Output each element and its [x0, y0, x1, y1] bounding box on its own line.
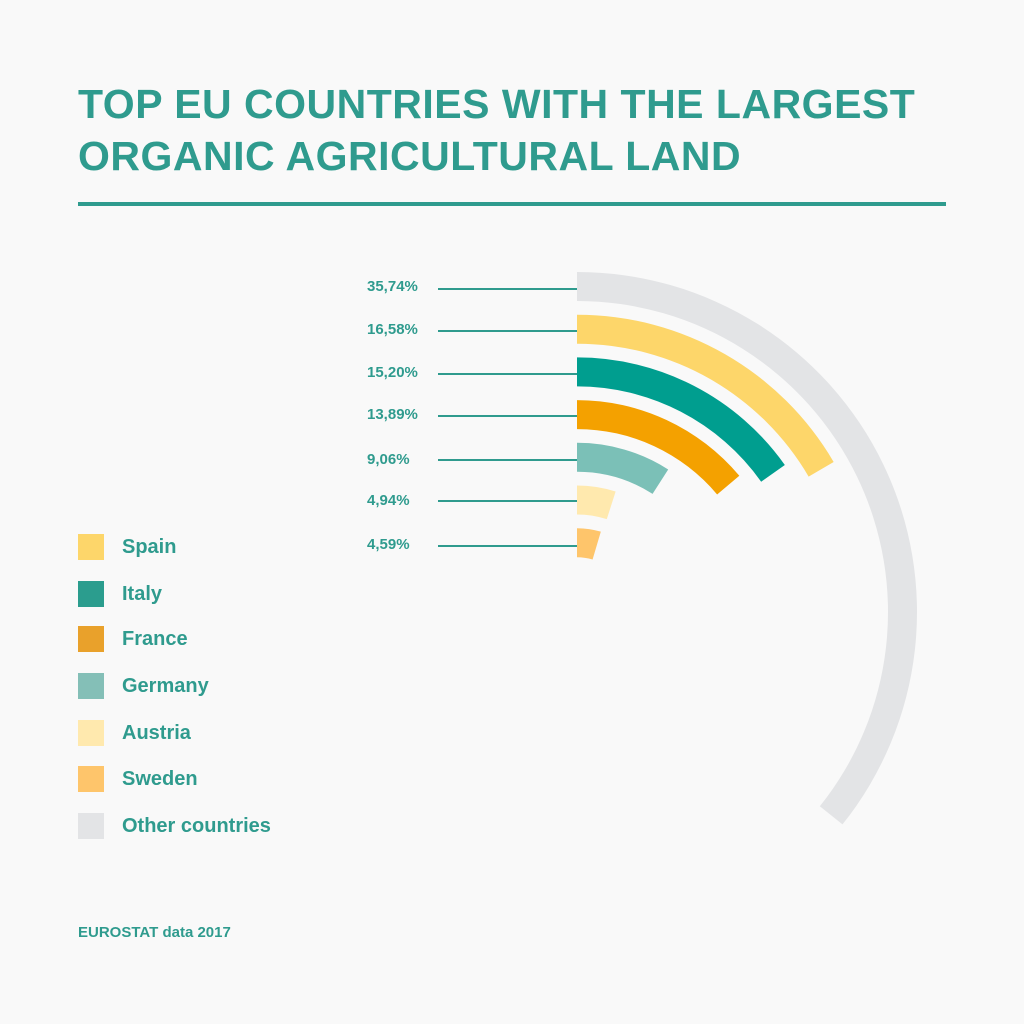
- legend-label: France: [122, 627, 188, 650]
- value-label-spain: 16,58%: [367, 321, 418, 338]
- leader-line-germany: [438, 459, 577, 461]
- title-line-1: TOP EU COUNTRIES WITH THE LARGEST: [78, 81, 916, 127]
- legend-swatch: [78, 766, 104, 792]
- legend-item-germany: Germany: [78, 673, 209, 699]
- legend-swatch: [78, 581, 104, 607]
- data-source-note: EUROSTAT data 2017: [78, 924, 231, 941]
- value-label-sweden: 4,59%: [367, 536, 410, 553]
- leader-line-sweden: [438, 545, 577, 547]
- legend-label: Sweden: [122, 767, 198, 790]
- leader-line-france: [438, 415, 577, 417]
- legend-swatch: [78, 534, 104, 560]
- legend-label: Germany: [122, 674, 209, 697]
- value-label-italy: 15,20%: [367, 364, 418, 381]
- value-label-austria: 4,94%: [367, 492, 410, 509]
- arc-germany: [577, 442, 669, 494]
- legend-item-sweden: Sweden: [78, 766, 198, 792]
- legend-swatch: [78, 720, 104, 746]
- legend-swatch: [78, 673, 104, 699]
- arc-spain: [577, 314, 834, 477]
- legend-item-austria: Austria: [78, 720, 191, 746]
- arc-italy: [577, 357, 785, 482]
- leader-line-austria: [438, 500, 577, 502]
- value-label-france: 13,89%: [367, 406, 418, 423]
- legend-label: Italy: [122, 582, 163, 605]
- value-label-germany: 9,06%: [367, 451, 410, 468]
- title-divider: [78, 202, 946, 206]
- title-line-2: ORGANIC AGRICULTURAL LAND: [78, 133, 742, 179]
- arc-austria: [577, 485, 616, 520]
- legend-swatch: [78, 626, 104, 652]
- value-label-other: 35,74%: [367, 278, 418, 295]
- legend-label: Austria: [122, 721, 191, 744]
- legend-label: Other countries: [122, 814, 271, 837]
- arc-sweden: [577, 528, 601, 560]
- chart-title: TOP EU COUNTRIES WITH THE LARGEST ORGANI…: [78, 78, 958, 182]
- leader-line-other: [438, 288, 577, 290]
- legend-item-spain: Spain: [78, 534, 176, 560]
- legend-item-france: France: [78, 626, 188, 652]
- leader-line-spain: [438, 330, 577, 332]
- legend-label: Spain: [122, 535, 177, 558]
- legend-item-italy: Italy: [78, 581, 162, 607]
- leader-line-italy: [438, 373, 577, 375]
- arc-france: [577, 400, 740, 495]
- legend-swatch: [78, 813, 104, 839]
- arc-other-countries: [577, 272, 918, 825]
- legend-item-other-countries: Other countries: [78, 813, 271, 839]
